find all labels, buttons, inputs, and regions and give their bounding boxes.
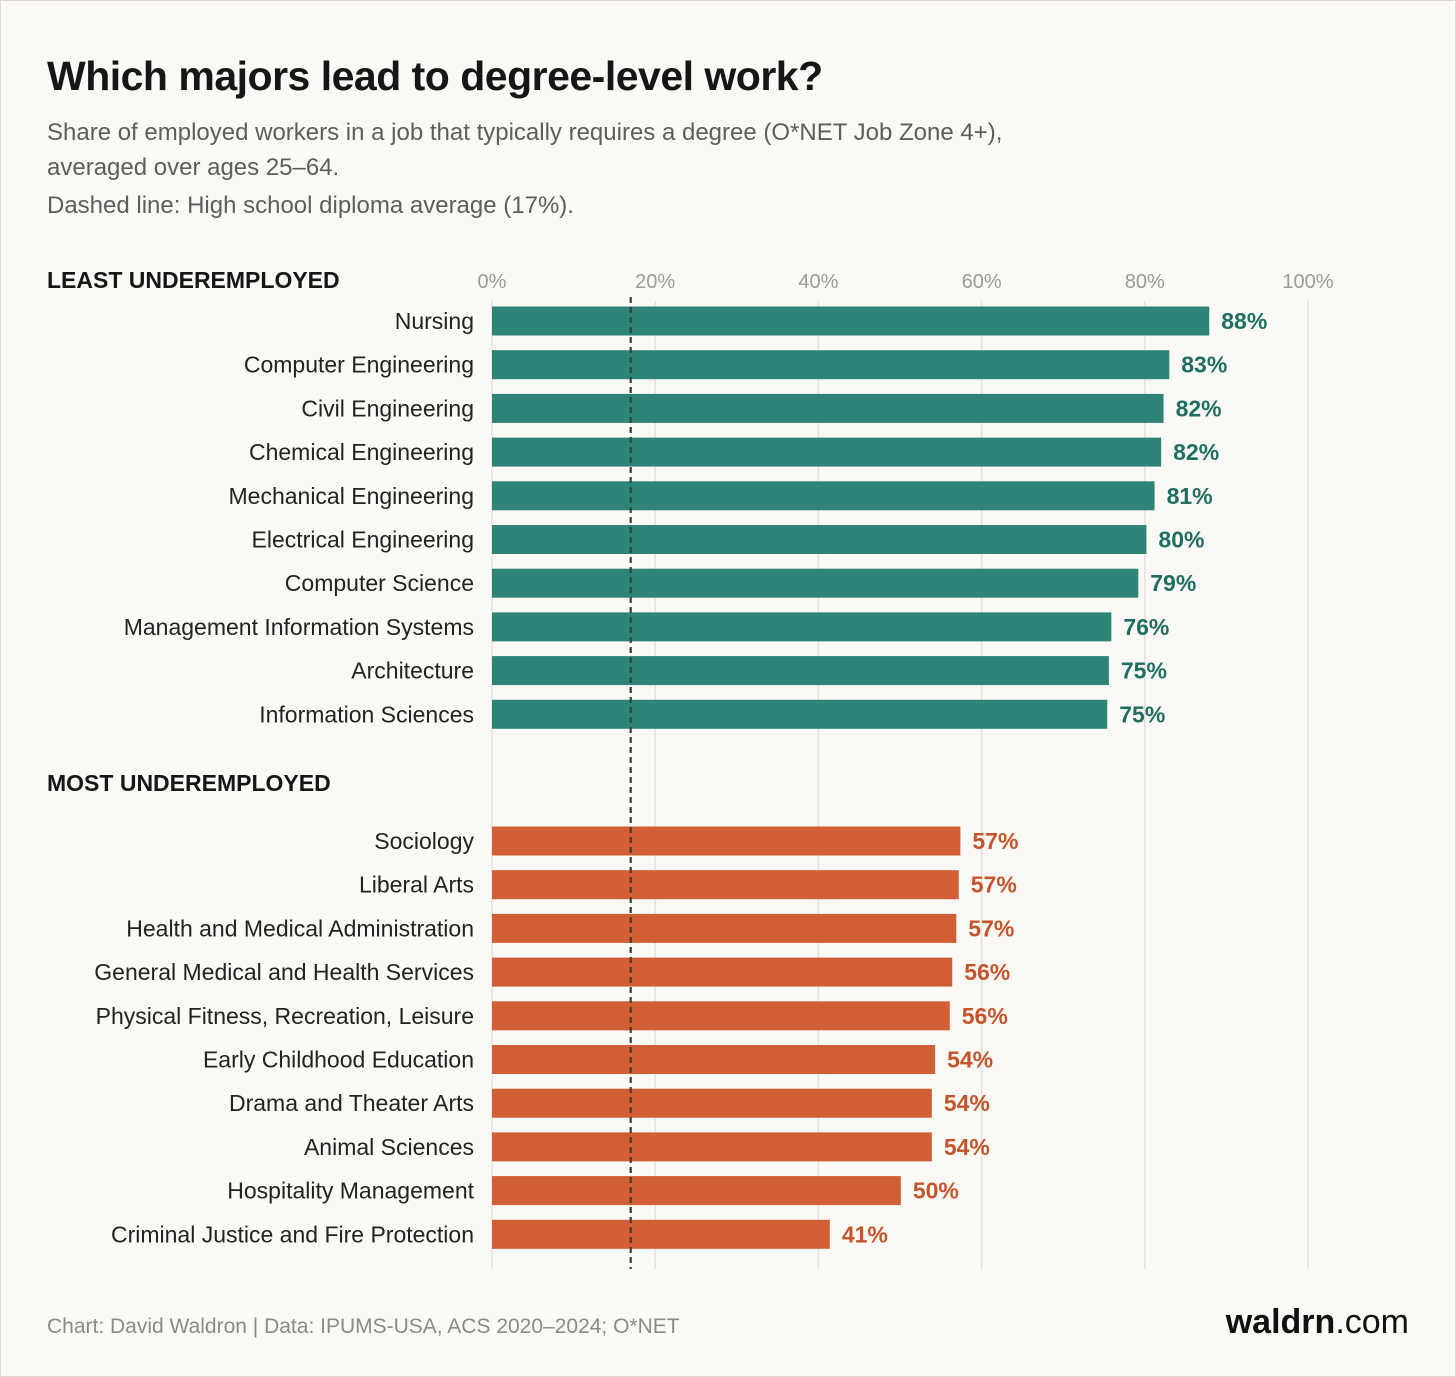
data-label: 54% [944, 1090, 990, 1116]
data-label: 79% [1150, 570, 1196, 596]
bar [492, 525, 1147, 554]
bar [492, 1001, 950, 1031]
bar [492, 437, 1162, 467]
category-label: Hospitality Management [227, 1178, 474, 1204]
category-label: Liberal Arts [359, 872, 474, 898]
data-label: 82% [1176, 395, 1222, 421]
x-tick-label: 20% [635, 271, 675, 293]
category-label: Management Information Systems [124, 614, 474, 640]
data-label: 80% [1158, 527, 1204, 553]
data-label: 76% [1123, 614, 1169, 640]
category-label: Physical Fitness, Recreation, Leisure [96, 1003, 474, 1029]
group-header: LEAST UNDEREMPLOYED [47, 267, 340, 293]
data-label: 83% [1181, 352, 1227, 378]
data-label: 56% [962, 1003, 1008, 1029]
category-label: Criminal Justice and Fire Protection [111, 1221, 474, 1247]
data-label: 57% [971, 872, 1017, 898]
bar [492, 957, 953, 987]
brand-name: waldrn [1225, 1303, 1336, 1341]
x-tick-label: 60% [962, 271, 1002, 293]
chart-subtitle-line-3: Dashed line: High school diploma average… [47, 192, 574, 219]
category-label: Nursing [395, 308, 474, 334]
category-label: Electrical Engineering [252, 527, 474, 553]
category-label: Early Childhood Education [203, 1047, 474, 1073]
chart-subtitle-line-1: Share of employed workers in a job that … [47, 119, 1003, 146]
x-tick-label: 40% [798, 271, 838, 293]
category-label: Sociology [374, 828, 474, 854]
bar [492, 699, 1108, 729]
category-label: Computer Engineering [244, 352, 474, 378]
bar [492, 1088, 932, 1118]
x-tick-label: 80% [1125, 271, 1165, 293]
chart-subtitle-line-2: averaged over ages 25–64. [47, 154, 340, 181]
category-label: Civil Engineering [301, 395, 474, 421]
category-label: Animal Sciences [304, 1134, 474, 1160]
bar [492, 1219, 830, 1249]
data-label: 50% [913, 1178, 959, 1204]
brand-domain: .com [1335, 1303, 1409, 1341]
category-label: Drama and Theater Arts [229, 1090, 474, 1116]
category-label: Computer Science [285, 570, 474, 596]
bar [492, 393, 1164, 423]
category-label: Health and Medical Administration [126, 915, 474, 941]
data-label: 57% [972, 828, 1018, 854]
data-label: 82% [1173, 439, 1219, 465]
data-label: 88% [1221, 308, 1267, 334]
x-tick-label: 0% [478, 271, 507, 293]
data-label: 75% [1119, 701, 1165, 727]
data-label: 57% [968, 915, 1014, 941]
data-label: 54% [944, 1134, 990, 1160]
x-tick-label: 100% [1282, 271, 1333, 293]
category-label: Mechanical Engineering [229, 483, 475, 509]
bar [492, 826, 961, 856]
bar [492, 870, 959, 900]
bar [492, 306, 1210, 336]
data-label: 41% [842, 1221, 888, 1247]
bar [492, 1132, 932, 1162]
category-label: Information Sciences [259, 701, 474, 727]
bar [492, 612, 1112, 642]
data-label: 75% [1121, 658, 1167, 684]
bar [492, 913, 957, 943]
data-label: 81% [1167, 483, 1213, 509]
group-header: MOST UNDEREMPLOYED [47, 770, 331, 796]
bar [492, 1176, 901, 1206]
brand-logo: waldrn.com [1226, 1303, 1409, 1342]
source-note: Chart: David Waldron | Data: IPUMS-USA, … [47, 1315, 680, 1338]
category-label: General Medical and Health Services [94, 959, 474, 985]
bar [492, 568, 1139, 598]
data-label: 56% [964, 959, 1010, 985]
bar [492, 481, 1155, 511]
category-label: Architecture [351, 658, 474, 684]
bar [492, 350, 1170, 380]
category-label: Chemical Engineering [249, 439, 474, 465]
data-label: 54% [947, 1047, 993, 1073]
bar [492, 656, 1109, 686]
chart-title: Which majors lead to degree-level work? [47, 53, 823, 99]
bar [492, 1045, 936, 1074]
